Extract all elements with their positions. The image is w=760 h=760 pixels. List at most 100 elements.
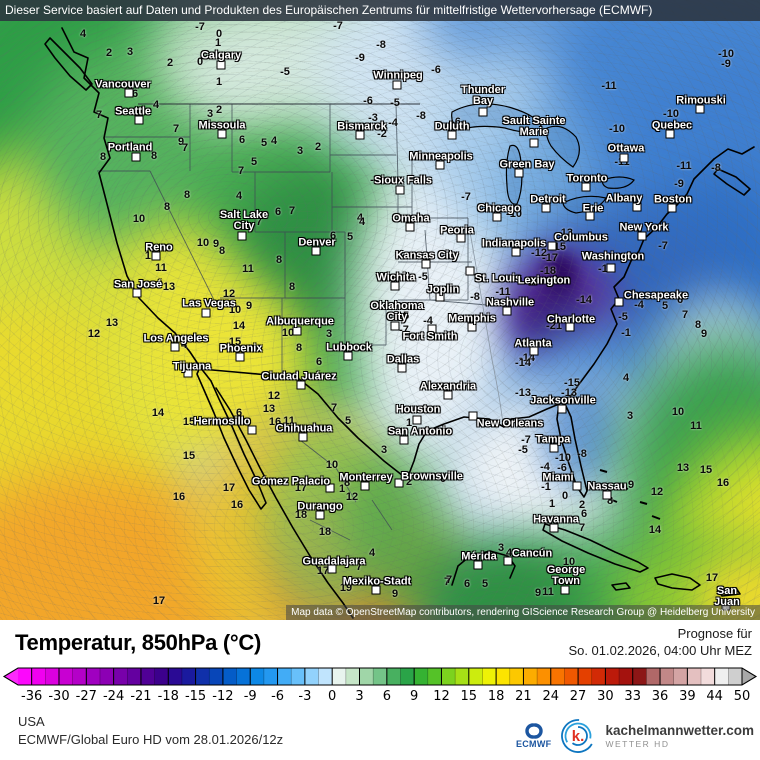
city-marker: [502, 306, 512, 316]
legend-tick-label: 3: [355, 689, 364, 704]
legend-tick-label: 39: [679, 689, 696, 704]
legend-cell: [127, 668, 142, 685]
temp-value: 1: [405, 417, 413, 429]
temp-value: -1: [370, 174, 380, 186]
city-label: Charlotte: [546, 313, 596, 326]
temp-value: 7: [237, 165, 245, 177]
city-label: Chihuahua: [275, 422, 333, 435]
legend-cell: [31, 668, 46, 685]
temp-value: 11: [283, 415, 295, 427]
temp-value: 9: [212, 238, 220, 250]
legend-cell: [632, 668, 647, 685]
city-marker: [201, 308, 211, 318]
temp-value: 3: [206, 108, 214, 120]
city-marker: [151, 251, 161, 261]
temp-value: -5: [390, 97, 400, 109]
city-marker: [435, 292, 445, 302]
legend-cell: [318, 668, 333, 685]
map-canvas[interactable]: 4 0 1 2 3 2 0 1 6 -5 -7 -7 7 4 2 3 7 9 7 6 5 4 3 2 8 8 7 5 -9 -8 -6 -3-…: [0, 0, 760, 620]
temp-value: 17: [222, 482, 236, 494]
temp-value: 0: [439, 473, 447, 485]
temp-value: 2: [105, 47, 113, 59]
temp-value: 3: [497, 542, 505, 554]
city-marker: [528, 276, 538, 286]
legend-tick-label: 9: [410, 689, 419, 704]
city-marker: [606, 263, 616, 273]
city-marker: [473, 560, 483, 570]
city-marker: [131, 152, 141, 162]
temp-value: 12: [267, 390, 281, 402]
temp-value: -9: [674, 178, 684, 190]
city-label: San Antonio: [387, 425, 453, 438]
legend-cell: [660, 668, 675, 685]
city-marker: [360, 481, 370, 491]
kachelmann-logo-icon[interactable]: k.: [560, 718, 596, 754]
city-label: Thunder Bay: [461, 84, 505, 107]
temp-value: 17: [152, 595, 166, 607]
city-marker: [315, 510, 325, 520]
legend-cell: [373, 668, 388, 685]
city-marker: [572, 481, 582, 491]
city-label: Durango: [297, 500, 343, 513]
temp-value: 10: [196, 237, 210, 249]
legend-cell: [728, 668, 743, 685]
temp-value: 7: [288, 205, 296, 217]
legend-tick-label: 50: [733, 689, 751, 704]
city-label: Sault Sainte Marie: [502, 115, 566, 138]
city-label: Boston: [654, 193, 692, 206]
city-label: Ciudad Juárez: [261, 370, 337, 383]
temp-value: 8: [694, 319, 702, 331]
city-label: Brownsville: [401, 470, 463, 483]
city-label: Missoula: [198, 119, 246, 132]
temp-value: 15: [699, 464, 713, 476]
region-label: USA: [18, 714, 45, 729]
legend-cell: [209, 668, 224, 685]
temp-value: 6: [315, 356, 323, 368]
temp-value: 8: [275, 254, 283, 266]
temp-value: 4: [505, 547, 513, 559]
city-marker: [585, 211, 595, 221]
temp-value: -4: [634, 299, 644, 311]
temp-value: 5: [481, 578, 489, 590]
map-title: Temperatur, 850hPa (°C): [15, 630, 262, 655]
legend-tick-label: 33: [624, 689, 641, 704]
legend-cell: [236, 668, 251, 685]
temp-value: 6: [329, 230, 337, 242]
temp-value: -15: [564, 377, 580, 389]
temp-value: 7: [443, 576, 451, 588]
model-run-label: ECMWF/Global Euro HD vom 28.01.2026/12z: [18, 732, 284, 747]
temp-value: 14: [232, 320, 246, 332]
temp-value: 13: [162, 281, 176, 293]
brand-text-block: kachelmannwetter.com WETTER HD: [605, 723, 754, 749]
city-label: Hermosillo: [193, 415, 251, 428]
temp-value: 4: [152, 99, 160, 111]
city-marker: [581, 182, 591, 192]
ecmwf-logo[interactable]: ECMWF: [516, 723, 552, 749]
temp-value: -6: [451, 116, 461, 128]
legend-cell: [250, 668, 265, 685]
legend-cell: [140, 668, 156, 685]
temp-value: 8: [288, 281, 296, 293]
legend-cell: [304, 668, 319, 685]
city-label: Dallas: [386, 353, 420, 366]
temp-value: -5: [618, 311, 628, 323]
temp-value: -18: [540, 265, 556, 277]
city-label: Washington: [581, 250, 645, 263]
temp-value: 7: [330, 402, 338, 414]
legend-cell: [523, 668, 538, 685]
city-label: Denver: [298, 236, 336, 249]
legend-cell: [277, 668, 292, 685]
legend-tick-label: 44: [706, 689, 723, 704]
temp-value: 4: [356, 212, 364, 224]
legend-cell: [496, 668, 511, 685]
city-label: Lexington: [517, 274, 571, 287]
city-label: Omaha: [392, 212, 430, 225]
city-marker: [435, 160, 445, 170]
temp-value: -13: [557, 227, 573, 239]
city-marker: [216, 60, 226, 70]
brand-name[interactable]: kachelmannwetter.com: [605, 723, 754, 738]
temp-value: 10: [325, 459, 339, 471]
city-label: Chesapeake: [623, 289, 689, 302]
legend-cell: [687, 668, 702, 685]
city-label: Las Vegas: [182, 297, 236, 310]
